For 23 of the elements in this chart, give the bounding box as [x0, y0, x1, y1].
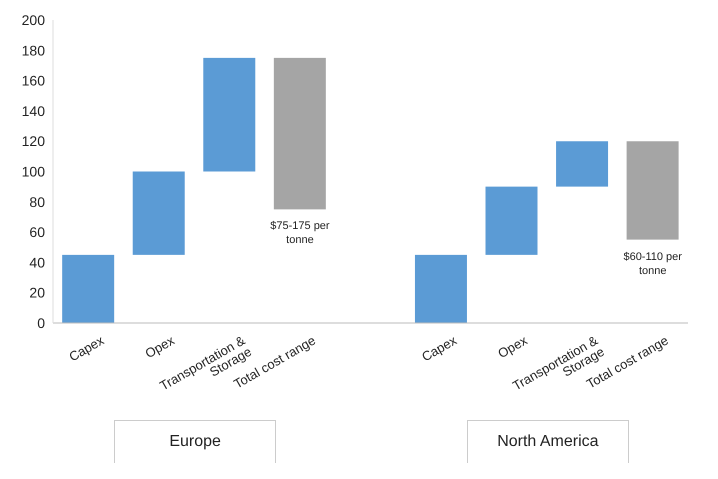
bar	[62, 254, 114, 323]
bar	[414, 254, 467, 323]
y-tick-label: 140	[22, 102, 46, 119]
annotation: $75-175 per tonne	[269, 219, 331, 248]
bar	[274, 58, 326, 210]
y-tick-label: 20	[29, 284, 46, 301]
text: Europe	[114, 420, 276, 463]
bar	[486, 186, 538, 255]
y-tick-label: 0	[37, 314, 46, 331]
y-tick-label: 80	[29, 194, 46, 210]
y-tick-label: 60	[29, 224, 46, 240]
bar	[203, 58, 256, 172]
y-tick-label: 40	[29, 254, 46, 270]
y-tick-label: 100	[22, 163, 46, 180]
bar	[132, 172, 185, 255]
y-tick-label: 120	[22, 133, 46, 150]
y-tick-label: 180	[22, 42, 46, 58]
text: North America	[466, 420, 629, 463]
bar	[556, 141, 608, 187]
y-tick-label: 160	[22, 72, 46, 89]
bar	[626, 141, 679, 240]
annotation: $60-110 per tonne	[622, 250, 683, 278]
y-tick-label: 200	[22, 12, 46, 28]
